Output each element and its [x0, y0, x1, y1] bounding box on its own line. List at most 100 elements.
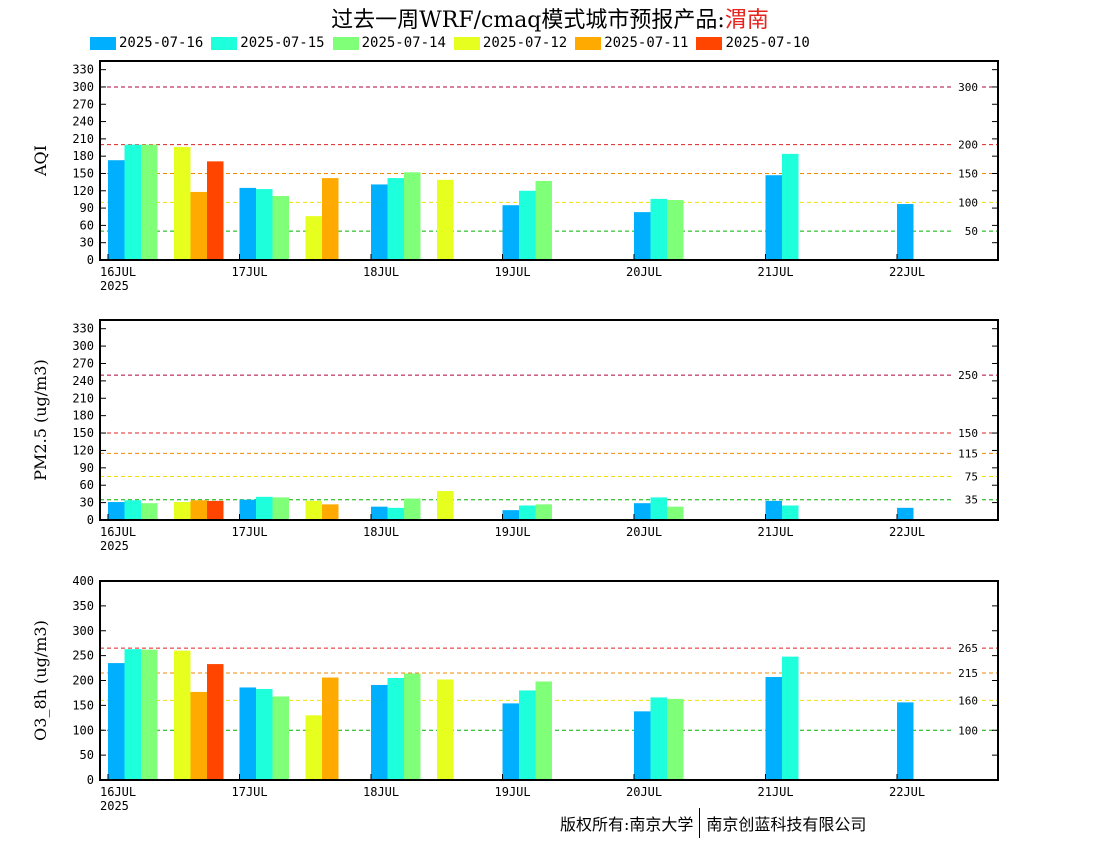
threshold-label: 100 [958, 724, 978, 737]
bar [650, 198, 667, 260]
bar [782, 505, 799, 520]
bar [634, 212, 651, 260]
threshold-label-bg [952, 80, 982, 93]
bar [634, 503, 651, 520]
bar [437, 679, 454, 780]
x-tick-label: 22JUL [889, 265, 925, 279]
y-tick-label: 270 [72, 356, 94, 370]
x-tick-label: 16JUL [100, 525, 136, 539]
threshold-label-bg [952, 196, 982, 209]
threshold-label: 160 [958, 694, 978, 707]
bar [124, 144, 141, 260]
x-tick-label: 17JUL [232, 525, 268, 539]
y-tick-label: 240 [72, 374, 94, 388]
y-tick-label: 0 [87, 513, 94, 527]
bar [387, 178, 404, 260]
threshold-label-bg [952, 167, 982, 180]
bar [519, 190, 536, 260]
bar [124, 649, 141, 780]
threshold-label: 150 [958, 167, 978, 180]
y-tick-label: 350 [72, 599, 94, 613]
threshold-label-bg [952, 447, 982, 460]
x-year-label: 2025 [100, 279, 129, 293]
y-tick-label: 210 [72, 391, 94, 405]
x-tick-label: 21JUL [758, 785, 794, 799]
bar [502, 510, 519, 520]
bar [782, 656, 799, 780]
y-tick-label: 300 [72, 339, 94, 353]
bar [650, 697, 667, 780]
y-tick-label: 180 [72, 409, 94, 423]
bar [765, 175, 782, 260]
bar [174, 650, 191, 780]
legend-swatch [696, 36, 723, 50]
bar [256, 496, 273, 520]
bar [239, 187, 256, 260]
y-tick-label: 50 [80, 748, 94, 762]
threshold-label: 150 [958, 427, 978, 440]
bar [371, 506, 388, 520]
y-tick-label: 150 [72, 426, 94, 440]
bar [322, 504, 339, 520]
y-tick-label: 150 [72, 166, 94, 180]
threshold-label: 215 [958, 667, 978, 680]
legend-swatch [453, 36, 480, 50]
bar [239, 499, 256, 520]
legend-swatch [90, 36, 116, 50]
bar [108, 663, 125, 780]
bar [371, 684, 388, 780]
bar [272, 696, 289, 780]
legend-swatch [575, 36, 602, 50]
legend-item: 2025-07-16 [90, 35, 203, 51]
legend-label: 2025-07-15 [240, 35, 325, 51]
bar [174, 146, 191, 260]
bar [141, 144, 158, 260]
footer-owner: 版权所有:南京大学 [560, 815, 694, 834]
bar [897, 702, 914, 780]
legend-label: 2025-07-10 [725, 35, 810, 51]
y-tick-label: 200 [72, 674, 94, 688]
y-tick-label: 300 [72, 80, 94, 94]
bar [650, 497, 667, 520]
legend-item: 2025-07-11 [575, 35, 688, 51]
x-tick-label: 17JUL [232, 785, 268, 799]
x-tick-label: 17JUL [232, 265, 268, 279]
threshold-label-bg [952, 225, 982, 238]
threshold-label: 300 [958, 81, 978, 94]
title-city: 渭南 [724, 8, 769, 33]
threshold-label-bg [952, 369, 982, 382]
threshold-label-bg [952, 667, 982, 680]
plot-frame [99, 60, 999, 261]
bar [207, 500, 224, 520]
bar [207, 664, 224, 780]
x-tick-label: 20JUL [626, 785, 662, 799]
threshold-label: 50 [965, 225, 978, 238]
x-tick-label: 18JUL [363, 525, 399, 539]
bar [272, 195, 289, 260]
bar [322, 677, 339, 780]
legend-item: 2025-07-10 [696, 35, 810, 51]
bar [108, 160, 125, 260]
x-tick-label: 20JUL [626, 265, 662, 279]
threshold-label: 250 [958, 369, 978, 382]
x-tick-label: 19JUL [495, 785, 531, 799]
x-tick-label: 20JUL [626, 525, 662, 539]
bar [387, 678, 404, 780]
bar [124, 500, 141, 520]
y-tick-label: 270 [72, 97, 94, 111]
bar [502, 205, 519, 260]
x-tick-label: 19JUL [495, 525, 531, 539]
x-tick-label: 21JUL [758, 265, 794, 279]
bar [404, 172, 421, 260]
bar [667, 698, 684, 780]
y-axis-label: AQI [31, 145, 50, 177]
threshold-label-bg [952, 642, 982, 655]
y-axis-label: O3_8h (ug/m3) [31, 620, 50, 741]
bar [322, 178, 339, 260]
y-tick-label: 330 [72, 63, 94, 77]
bar [190, 191, 207, 260]
y-tick-label: 30 [80, 236, 94, 250]
legend-label: 2025-07-11 [604, 35, 689, 51]
threshold-label-bg [952, 724, 982, 737]
